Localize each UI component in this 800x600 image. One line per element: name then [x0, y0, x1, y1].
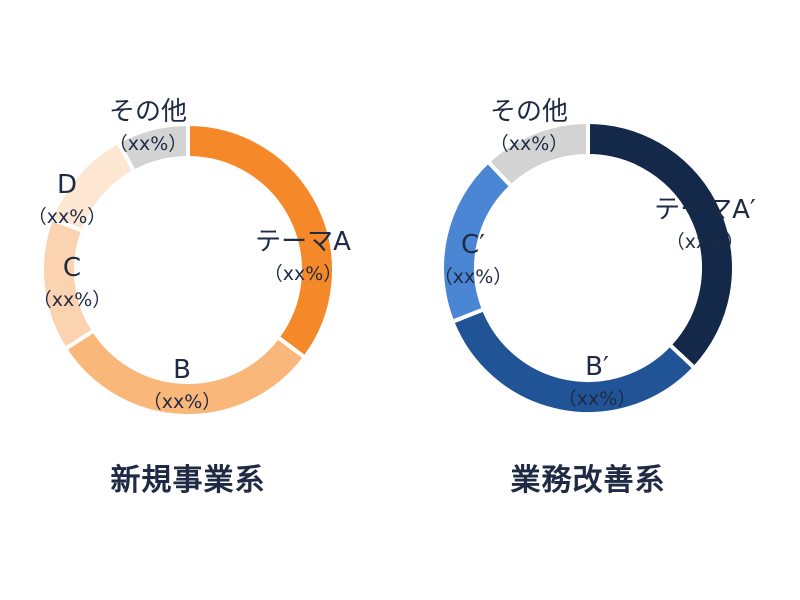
donut-segment-0-c: [40, 216, 97, 352]
segment-value-0-d: （xx%）: [28, 206, 107, 228]
segment-label-0-other: その他: [109, 97, 187, 127]
segment-label-1-b-prime: B′: [585, 352, 609, 382]
segment-value-1-theme-a-prime: （xx%）: [666, 231, 745, 253]
segment-value-0-c: （xx%）: [33, 289, 112, 311]
segment-value-1-other: （xx%）: [490, 133, 569, 155]
segment-value-1-b-prime: （xx%）: [558, 388, 637, 410]
donut-segment-1-other: [485, 119, 590, 190]
segment-label-1-c-prime: C′: [461, 230, 485, 260]
segment-label-1-other: その他: [490, 97, 568, 127]
segment-label-0-d: D: [57, 170, 77, 200]
segment-value-1-c-prime: （xx%）: [434, 266, 513, 288]
segment-value-0-theme-a: （xx%）: [264, 263, 343, 285]
segment-value-0-other: （xx%）: [109, 133, 188, 155]
donut-segment-0-other: [115, 121, 190, 175]
chart-title-new-business: 新規事業系: [110, 463, 266, 498]
chart-title-operational-improvement: 業務改善系: [510, 463, 666, 498]
segment-label-0-c: C: [63, 253, 81, 283]
segment-label-1-theme-a-prime: テーマA′: [654, 195, 756, 225]
segment-label-0-b: B: [173, 355, 191, 385]
segment-value-0-b: （xx%）: [143, 391, 222, 413]
segment-label-0-theme-a: テーマA: [255, 227, 351, 257]
